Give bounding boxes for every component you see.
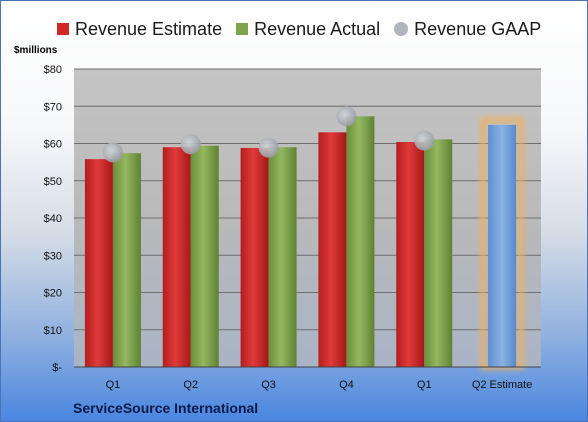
bar-revenue-estimate — [84, 159, 113, 367]
x-tick-label: Q4 — [339, 379, 354, 391]
legend-item-revenue-estimate: Revenue Estimate — [57, 19, 222, 40]
bar-revenue-estimate — [396, 142, 425, 367]
bar-revenue-actual — [346, 116, 375, 368]
x-tick-label: Q1 — [417, 379, 432, 391]
bar-revenue-estimate — [240, 147, 269, 367]
bar-revenue-actual — [268, 147, 297, 367]
point-revenue-gaap — [180, 134, 201, 155]
x-tick-label: Q2 — [183, 379, 198, 391]
legend-label-revenue-gaap: Revenue GAAP — [414, 18, 542, 39]
legend-label-revenue-actual: Revenue Actual — [254, 18, 381, 39]
x-tick-label: Q1 — [106, 379, 121, 391]
y-tick-label: $70 — [44, 101, 62, 113]
bar-q2-estimate — [488, 124, 517, 367]
x-tick-label: Q2 Estimate — [472, 379, 533, 391]
bar-revenue-estimate — [318, 132, 347, 367]
x-tick-label: Q3 — [261, 379, 276, 391]
bar-revenue-actual — [424, 139, 453, 367]
legend-swatch-revenue-gaap — [394, 22, 409, 36]
y-tick-label: $80 — [44, 64, 62, 76]
legend-label-revenue-estimate: Revenue Estimate — [75, 18, 223, 39]
bar-revenue-estimate — [162, 147, 191, 367]
bar-revenue-actual — [190, 145, 219, 367]
y-tick-label: $20 — [44, 288, 62, 300]
legend-swatch-revenue-actual — [236, 23, 249, 35]
point-revenue-gaap — [102, 142, 123, 163]
y-tick-label: $40 — [44, 213, 62, 225]
y-tick-label: $50 — [44, 176, 62, 188]
legend-item-revenue-gaap: Revenue GAAP — [394, 19, 541, 40]
legend: Revenue Estimate Revenue Actual Revenue … — [57, 15, 567, 43]
legend-swatch-revenue-estimate — [57, 23, 69, 35]
y-tick-label: $60 — [44, 139, 62, 151]
company-name: ServiceSource International — [73, 400, 259, 416]
y-tick-label: $10 — [44, 325, 62, 337]
point-revenue-gaap — [336, 106, 357, 127]
y-axis-unit-label: $millions — [14, 45, 58, 56]
point-revenue-gaap — [414, 130, 435, 151]
y-tick-label: $30 — [44, 250, 62, 262]
legend-item-revenue-actual: Revenue Actual — [236, 19, 380, 40]
bar-revenue-actual — [112, 153, 141, 367]
y-tick-label: $- — [52, 362, 62, 374]
point-revenue-gaap — [258, 137, 279, 158]
